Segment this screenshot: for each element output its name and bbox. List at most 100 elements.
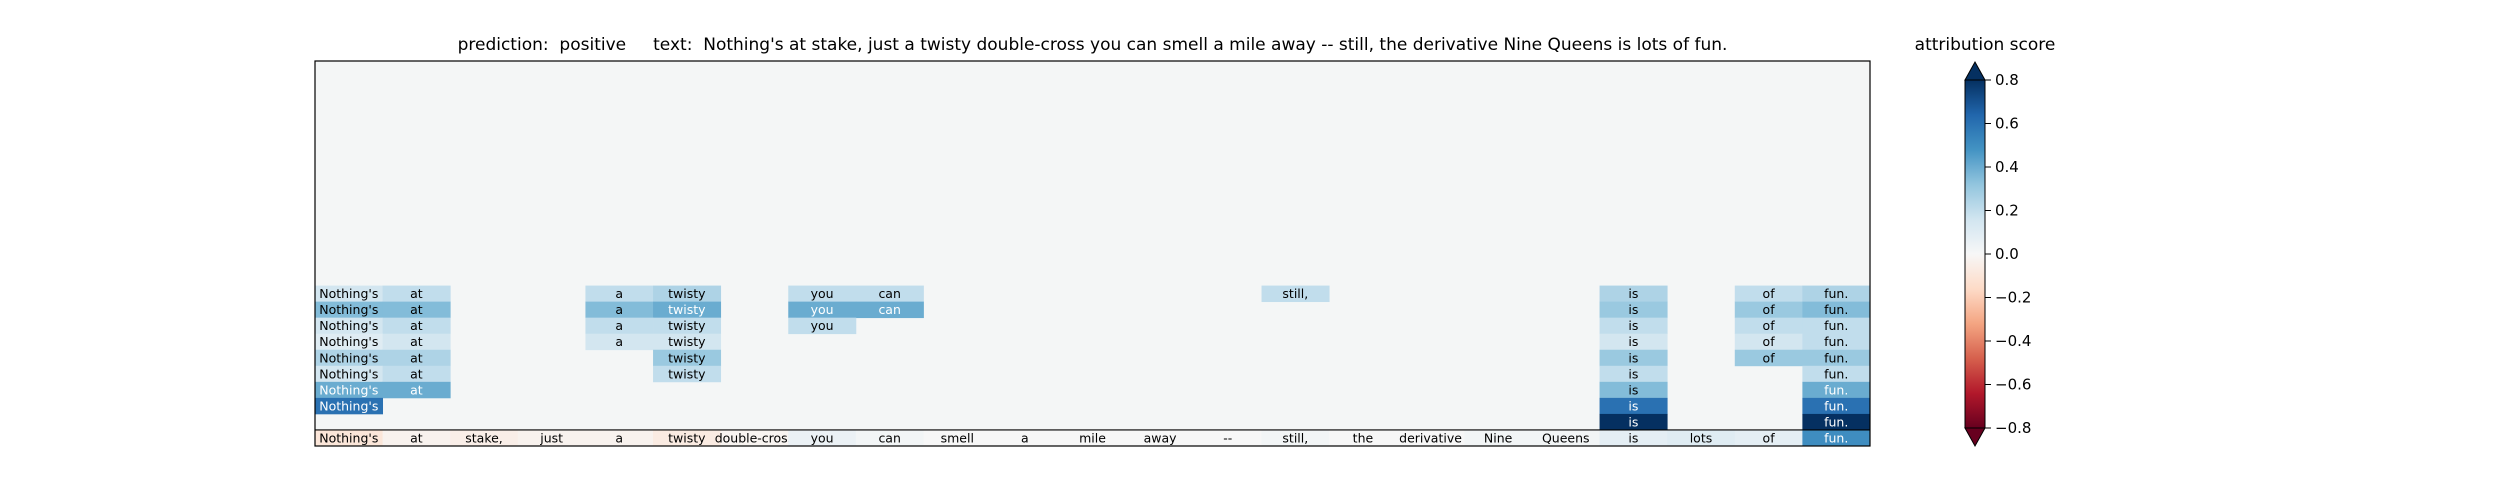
colorbar-tick-label: −0.4 <box>1995 332 2031 350</box>
heatmap-cell <box>1734 285 1803 303</box>
heatmap-cell <box>382 349 451 367</box>
cell-token-label: Nothing's <box>319 334 378 349</box>
heatmap-cell <box>1802 365 1871 383</box>
cell-token-label: still, <box>1282 430 1308 445</box>
cell-token-label: Nothing's <box>319 350 378 365</box>
text-value: Nothing's at stake, just a twisty double… <box>703 35 1728 55</box>
cell-token-label: the <box>1353 430 1374 445</box>
cell-token-label: a <box>615 430 623 445</box>
heatmap-row: Nothing's at a twisty you can still, is of fun. <box>315 285 1871 303</box>
heatmap-cell <box>653 365 722 383</box>
heatmap-cell <box>653 429 722 447</box>
cell-token-label: Queens <box>1542 430 1590 445</box>
heatmap-cell <box>653 317 722 335</box>
cell-token-label: of <box>1763 318 1776 333</box>
cell-token-label: at <box>410 302 423 317</box>
heatmap-row: Nothing's at a twisty you is of fun. <box>315 317 1871 335</box>
cell-token-label: Nothing's <box>319 382 378 397</box>
heatmap-cell <box>1261 429 1330 447</box>
heatmap-cell <box>855 285 924 303</box>
cell-token-label: is <box>1628 318 1638 333</box>
heatmap-cell <box>653 349 722 367</box>
cell-token-label: can <box>878 286 900 301</box>
cell-token-label: Nothing's <box>319 366 378 381</box>
chart-title: prediction: positive text: Nothing's at … <box>315 35 1870 55</box>
cell-token-label: of <box>1763 430 1776 445</box>
heatmap-cell <box>1599 413 1668 431</box>
cell-token-label: double-cross <box>715 430 795 445</box>
cell-token-label: at <box>410 350 423 365</box>
heatmap-cell <box>517 429 586 447</box>
heatmap-cell <box>315 397 384 415</box>
colorbar-tick-label: −0.6 <box>1995 376 2031 394</box>
heatmap-cell <box>788 317 857 335</box>
cell-token-label: fun. <box>1824 398 1848 413</box>
heatmap-cell <box>450 429 519 447</box>
cell-token-label: Nine <box>1484 430 1513 445</box>
heatmap-cell <box>855 429 924 447</box>
colorbar-tick-label: −0.8 <box>1995 419 2031 437</box>
heatmap-cell <box>1667 429 1736 447</box>
colorbar-tick-label: −0.2 <box>1995 289 2031 307</box>
cell-token-label: just <box>539 430 563 445</box>
cell-token-label: of <box>1763 350 1776 365</box>
cell-token-label: is <box>1628 366 1638 381</box>
heatmap-cell <box>1734 317 1803 335</box>
heatmap-cell <box>1464 429 1533 447</box>
heatmap-cell <box>788 301 857 319</box>
heatmap-cell <box>585 317 654 335</box>
cell-token-label: is <box>1628 398 1638 413</box>
colorbar-tick-label: 0.4 <box>1995 158 2019 176</box>
heatmap-cell <box>315 301 384 319</box>
heatmap-cell <box>1802 285 1871 303</box>
heatmap-row: Nothing's at is fun. <box>315 381 1871 399</box>
heatmap-cell <box>1599 381 1668 399</box>
heatmap-cell <box>1126 429 1195 447</box>
heatmap-cell <box>1802 413 1871 431</box>
heatmap-cell <box>653 285 722 303</box>
heatmap-cell <box>382 301 451 319</box>
heatmap-cell <box>1599 429 1668 447</box>
cell-token-label: of <box>1763 286 1776 301</box>
cell-token-label: a <box>615 286 623 301</box>
colorbar-gradient <box>1965 80 1985 428</box>
heatmap-cell <box>923 429 992 447</box>
heatmap-cell <box>1802 429 1871 447</box>
heatmap-cell <box>1802 349 1871 367</box>
heatmap-cell <box>382 285 451 303</box>
heatmap-cell <box>1599 349 1668 367</box>
heatmap-cell <box>1261 285 1330 303</box>
cell-token-label: you <box>811 318 834 333</box>
heatmap-cell <box>1734 333 1803 351</box>
heatmap-row: Nothing's at a twisty you can is of fun. <box>315 301 1871 319</box>
cell-token-label: Nothing's <box>319 430 378 445</box>
heatmap-cell <box>1531 429 1600 447</box>
heatmap-cell <box>585 285 654 303</box>
prediction-value: positive <box>559 35 627 55</box>
cell-token-label: a <box>615 334 623 349</box>
cell-token-label: is <box>1628 302 1638 317</box>
colorbar-tick-label: 0.8 <box>1995 71 2019 89</box>
cell-token-label: fun. <box>1824 430 1848 445</box>
heatmap-cell <box>1802 301 1871 319</box>
prediction-label: prediction: <box>457 35 549 55</box>
heatmap-cell <box>1734 349 1803 367</box>
colorbar-tick-label: 0.0 <box>1995 245 2019 263</box>
colorbar-tick-label: 0.2 <box>1995 202 2019 220</box>
heatmap-cell <box>382 365 451 383</box>
cell-token-label: twisty <box>668 302 706 317</box>
cell-token-label: at <box>410 366 423 381</box>
cell-token-label: is <box>1628 414 1638 429</box>
heatmap-cell <box>1599 301 1668 319</box>
cell-token-label: Nothing's <box>319 286 378 301</box>
heatmap-cell <box>1734 301 1803 319</box>
heatmap-cell <box>315 429 384 447</box>
heatmap-cell <box>315 317 384 335</box>
cell-token-label: Nothing's <box>319 398 378 413</box>
heatmap-cell <box>585 333 654 351</box>
heatmap-row: Nothing's at twisty is fun. <box>315 365 1871 383</box>
cell-token-label: you <box>811 430 834 445</box>
heatmap-cell <box>1599 333 1668 351</box>
heatmap-cell <box>1802 397 1871 415</box>
